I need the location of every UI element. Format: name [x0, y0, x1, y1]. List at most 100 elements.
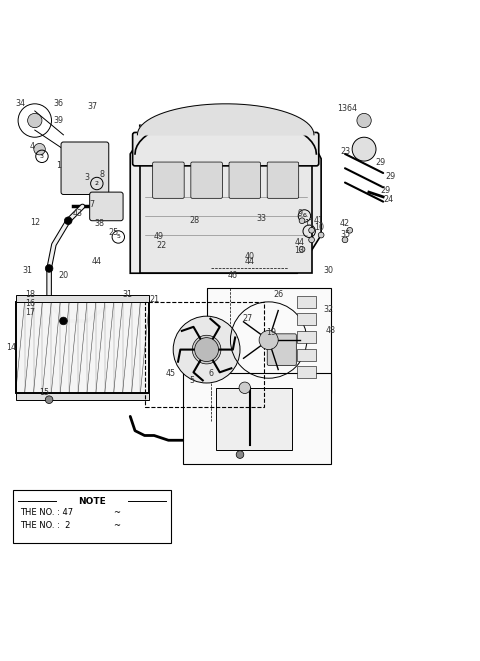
Text: 37: 37 — [87, 102, 97, 110]
FancyBboxPatch shape — [183, 373, 331, 464]
Polygon shape — [137, 104, 314, 135]
Text: 31: 31 — [123, 290, 133, 299]
Text: 13: 13 — [295, 246, 305, 255]
Text: ~: ~ — [114, 508, 120, 518]
Text: 2: 2 — [95, 181, 99, 186]
Circle shape — [28, 114, 42, 128]
Text: 21: 21 — [149, 295, 159, 304]
Polygon shape — [135, 116, 316, 154]
Text: 8: 8 — [99, 171, 104, 179]
Text: 15: 15 — [39, 388, 49, 397]
Text: 5: 5 — [131, 510, 134, 516]
FancyBboxPatch shape — [267, 162, 299, 198]
FancyBboxPatch shape — [297, 366, 316, 378]
Text: THE NO. :  2: THE NO. : 2 — [21, 521, 71, 529]
Circle shape — [239, 382, 251, 393]
Text: 44: 44 — [92, 257, 102, 266]
FancyBboxPatch shape — [206, 288, 331, 393]
Text: 5: 5 — [190, 376, 195, 385]
Text: 22: 22 — [156, 241, 167, 250]
FancyBboxPatch shape — [153, 162, 184, 198]
FancyBboxPatch shape — [191, 162, 222, 198]
Text: 35: 35 — [340, 229, 350, 239]
Text: 1: 1 — [102, 510, 106, 516]
Text: 29: 29 — [381, 186, 391, 195]
Text: 32: 32 — [323, 305, 333, 313]
FancyBboxPatch shape — [216, 388, 292, 449]
Text: 3: 3 — [40, 154, 44, 159]
Text: 34: 34 — [15, 99, 25, 108]
Text: 6: 6 — [302, 214, 306, 219]
Text: 20: 20 — [59, 271, 69, 280]
Circle shape — [45, 264, 53, 272]
Text: 24: 24 — [383, 195, 393, 204]
Text: 14: 14 — [6, 342, 16, 352]
FancyBboxPatch shape — [297, 348, 316, 360]
Text: 7: 7 — [131, 523, 134, 527]
Text: 7: 7 — [307, 229, 311, 234]
Text: 40: 40 — [244, 252, 254, 261]
FancyBboxPatch shape — [297, 331, 316, 343]
Text: 10: 10 — [314, 223, 324, 233]
Text: 36: 36 — [54, 99, 64, 108]
Text: 42: 42 — [340, 219, 350, 227]
Text: 38: 38 — [94, 219, 104, 227]
Circle shape — [309, 237, 314, 243]
Circle shape — [173, 316, 240, 383]
Text: 27: 27 — [242, 314, 252, 323]
FancyBboxPatch shape — [297, 295, 316, 307]
Text: ~: ~ — [114, 521, 120, 529]
Circle shape — [318, 232, 324, 238]
FancyBboxPatch shape — [297, 313, 316, 325]
FancyBboxPatch shape — [140, 154, 312, 273]
Circle shape — [259, 330, 278, 350]
Circle shape — [64, 217, 72, 225]
Text: THE NO. : 47: THE NO. : 47 — [21, 508, 73, 518]
Circle shape — [34, 143, 45, 155]
Circle shape — [192, 335, 221, 364]
Circle shape — [299, 218, 305, 223]
Text: 48: 48 — [325, 326, 336, 335]
Text: 1364: 1364 — [337, 104, 358, 113]
Text: NOTE: NOTE — [78, 497, 106, 506]
Text: 33: 33 — [256, 214, 266, 223]
Text: 1: 1 — [56, 161, 61, 171]
Circle shape — [352, 137, 376, 161]
Text: 28: 28 — [190, 216, 200, 225]
Text: 11: 11 — [304, 219, 314, 227]
Text: 39: 39 — [54, 116, 64, 125]
Text: 26: 26 — [273, 290, 283, 299]
FancyBboxPatch shape — [267, 334, 296, 366]
Text: 6: 6 — [209, 369, 214, 378]
Text: 44: 44 — [295, 238, 305, 247]
FancyBboxPatch shape — [16, 302, 149, 393]
Text: 46: 46 — [228, 271, 238, 280]
FancyBboxPatch shape — [13, 490, 171, 543]
Text: 43: 43 — [73, 209, 83, 218]
Circle shape — [309, 227, 314, 233]
Circle shape — [60, 317, 67, 325]
Circle shape — [45, 396, 53, 403]
Text: 7: 7 — [89, 200, 95, 208]
Text: 31: 31 — [23, 266, 33, 276]
FancyBboxPatch shape — [90, 192, 123, 221]
FancyBboxPatch shape — [16, 295, 149, 302]
Text: 19: 19 — [266, 329, 276, 337]
Circle shape — [195, 338, 218, 362]
Circle shape — [357, 114, 371, 128]
Text: 4: 4 — [30, 142, 35, 151]
Circle shape — [342, 237, 348, 243]
FancyBboxPatch shape — [229, 162, 261, 198]
FancyBboxPatch shape — [16, 393, 149, 400]
Text: 30: 30 — [324, 266, 333, 276]
Circle shape — [236, 451, 244, 458]
Text: 41: 41 — [314, 216, 324, 225]
FancyBboxPatch shape — [132, 132, 319, 166]
Text: 6: 6 — [102, 523, 106, 527]
Text: 49: 49 — [154, 231, 164, 241]
FancyBboxPatch shape — [61, 142, 109, 194]
Text: 3: 3 — [85, 173, 90, 182]
Text: 16: 16 — [25, 299, 35, 308]
Text: 29: 29 — [376, 157, 386, 167]
Polygon shape — [130, 126, 321, 273]
